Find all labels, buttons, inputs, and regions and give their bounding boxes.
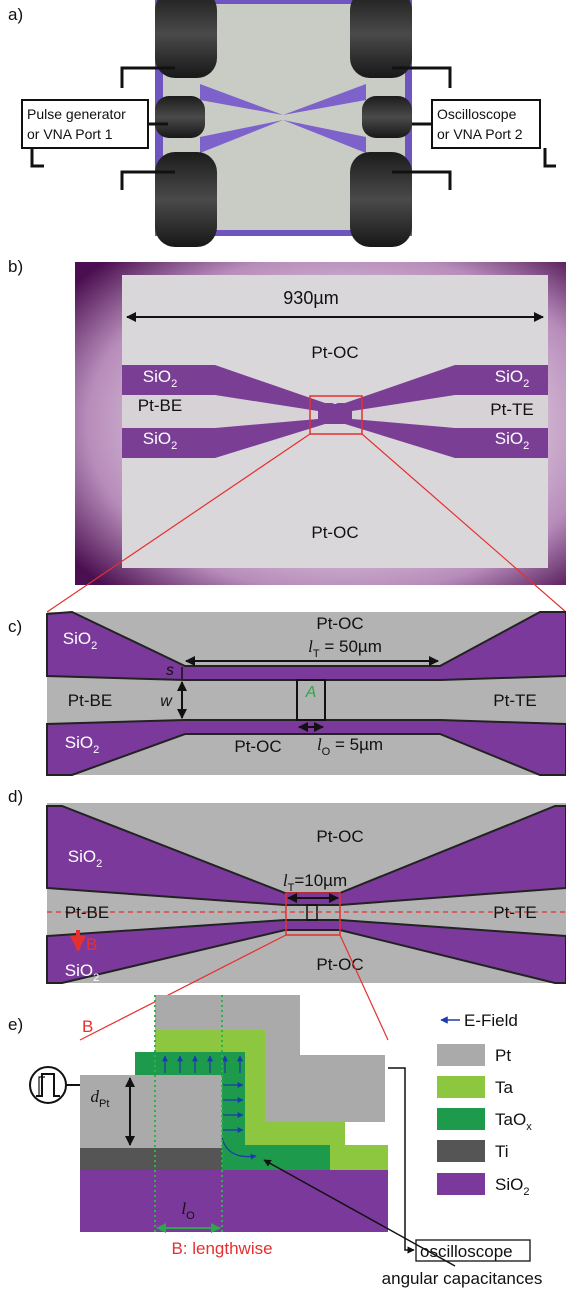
text-part: = 50µm bbox=[320, 637, 382, 656]
legend-swatch bbox=[437, 1173, 485, 1195]
text-part: 2 bbox=[523, 378, 529, 390]
text-part: SiO bbox=[143, 429, 171, 448]
label: Pulse generator bbox=[27, 106, 126, 122]
label: Pt-OC bbox=[316, 827, 363, 846]
legend-swatch bbox=[437, 1076, 485, 1098]
shape bbox=[155, 96, 205, 138]
text-part: 2 bbox=[523, 1186, 529, 1198]
shape bbox=[155, 0, 217, 78]
legend-label: SiO2 bbox=[495, 1175, 530, 1198]
label: Pt-TE bbox=[493, 691, 536, 710]
text-part: 2 bbox=[93, 744, 99, 756]
line bbox=[545, 148, 556, 166]
text-part: SiO bbox=[65, 961, 93, 980]
label: angular capacitances bbox=[382, 1269, 543, 1288]
label: s bbox=[166, 662, 174, 679]
panel-label: b) bbox=[8, 257, 23, 276]
label: Pt-TE bbox=[493, 903, 536, 922]
label: Pt-OC bbox=[316, 614, 363, 633]
legend-label: Ta bbox=[495, 1078, 514, 1097]
text-part: O bbox=[186, 1210, 195, 1222]
shape bbox=[350, 152, 412, 247]
label: w bbox=[160, 693, 173, 710]
text-part: 2 bbox=[523, 440, 529, 452]
legend-swatch bbox=[437, 1108, 485, 1130]
legend-label: TaOx bbox=[495, 1110, 532, 1133]
legend-swatch bbox=[437, 1044, 485, 1066]
panel-label: a) bbox=[8, 5, 23, 24]
panel-label: e) bbox=[8, 1015, 23, 1034]
label: Pt-OC bbox=[311, 343, 358, 362]
label: E-Field bbox=[464, 1011, 518, 1030]
shape bbox=[80, 1075, 222, 1148]
text-part: Pt bbox=[99, 1098, 109, 1110]
label: B bbox=[82, 1017, 93, 1036]
text-part: SiO bbox=[143, 367, 171, 386]
text-part: SiO bbox=[495, 429, 523, 448]
label: Pt-BE bbox=[65, 903, 109, 922]
legend-swatch bbox=[437, 1140, 485, 1162]
label: or VNA Port 2 bbox=[437, 126, 523, 142]
text-part: =10µm bbox=[294, 871, 347, 890]
label: 930µm bbox=[283, 288, 338, 308]
label: Pt-TE bbox=[490, 400, 533, 419]
text-part: SiO bbox=[63, 629, 91, 648]
text-part: 2 bbox=[171, 378, 177, 390]
text-part: SiO bbox=[65, 733, 93, 752]
legend-label: Pt bbox=[495, 1046, 511, 1065]
panel-label: c) bbox=[8, 617, 22, 636]
label: A bbox=[305, 684, 317, 701]
text-part: x bbox=[526, 1121, 532, 1133]
shape bbox=[350, 0, 412, 78]
text-part: = 5µm bbox=[330, 735, 383, 754]
page: { "a": {"label": "a)", "left_box": ["Pul… bbox=[0, 0, 566, 1298]
text-part: SiO bbox=[495, 367, 523, 386]
text-part: TaO bbox=[495, 1110, 526, 1129]
line bbox=[388, 1068, 414, 1250]
text-part: 2 bbox=[171, 440, 177, 452]
label: Oscilloscope bbox=[437, 106, 517, 122]
shape bbox=[362, 96, 412, 138]
label: Pt-BE bbox=[138, 396, 182, 415]
legend-label: Ti bbox=[495, 1142, 509, 1161]
label: Pt-BE bbox=[68, 691, 112, 710]
shape bbox=[80, 1170, 388, 1232]
text-part: 2 bbox=[91, 640, 97, 652]
text-part: 2 bbox=[93, 972, 99, 984]
figure: a) Pulse generator or VNA Port 1 Oscillosco… bbox=[0, 0, 566, 1298]
text-part: SiO bbox=[68, 847, 96, 866]
label: B: lengthwise bbox=[171, 1239, 272, 1258]
shape bbox=[155, 152, 217, 247]
label: oscilloscope bbox=[420, 1242, 513, 1261]
shape bbox=[80, 1148, 222, 1170]
line bbox=[32, 148, 44, 166]
label: Pt-OC bbox=[234, 737, 281, 756]
label: or VNA Port 1 bbox=[27, 126, 113, 142]
text-part: SiO bbox=[495, 1175, 523, 1194]
label: B bbox=[86, 935, 97, 954]
label: Pt-OC bbox=[311, 523, 358, 542]
panel-label: d) bbox=[8, 787, 23, 806]
pulse-source bbox=[30, 1067, 66, 1103]
text-part: 2 bbox=[96, 858, 102, 870]
